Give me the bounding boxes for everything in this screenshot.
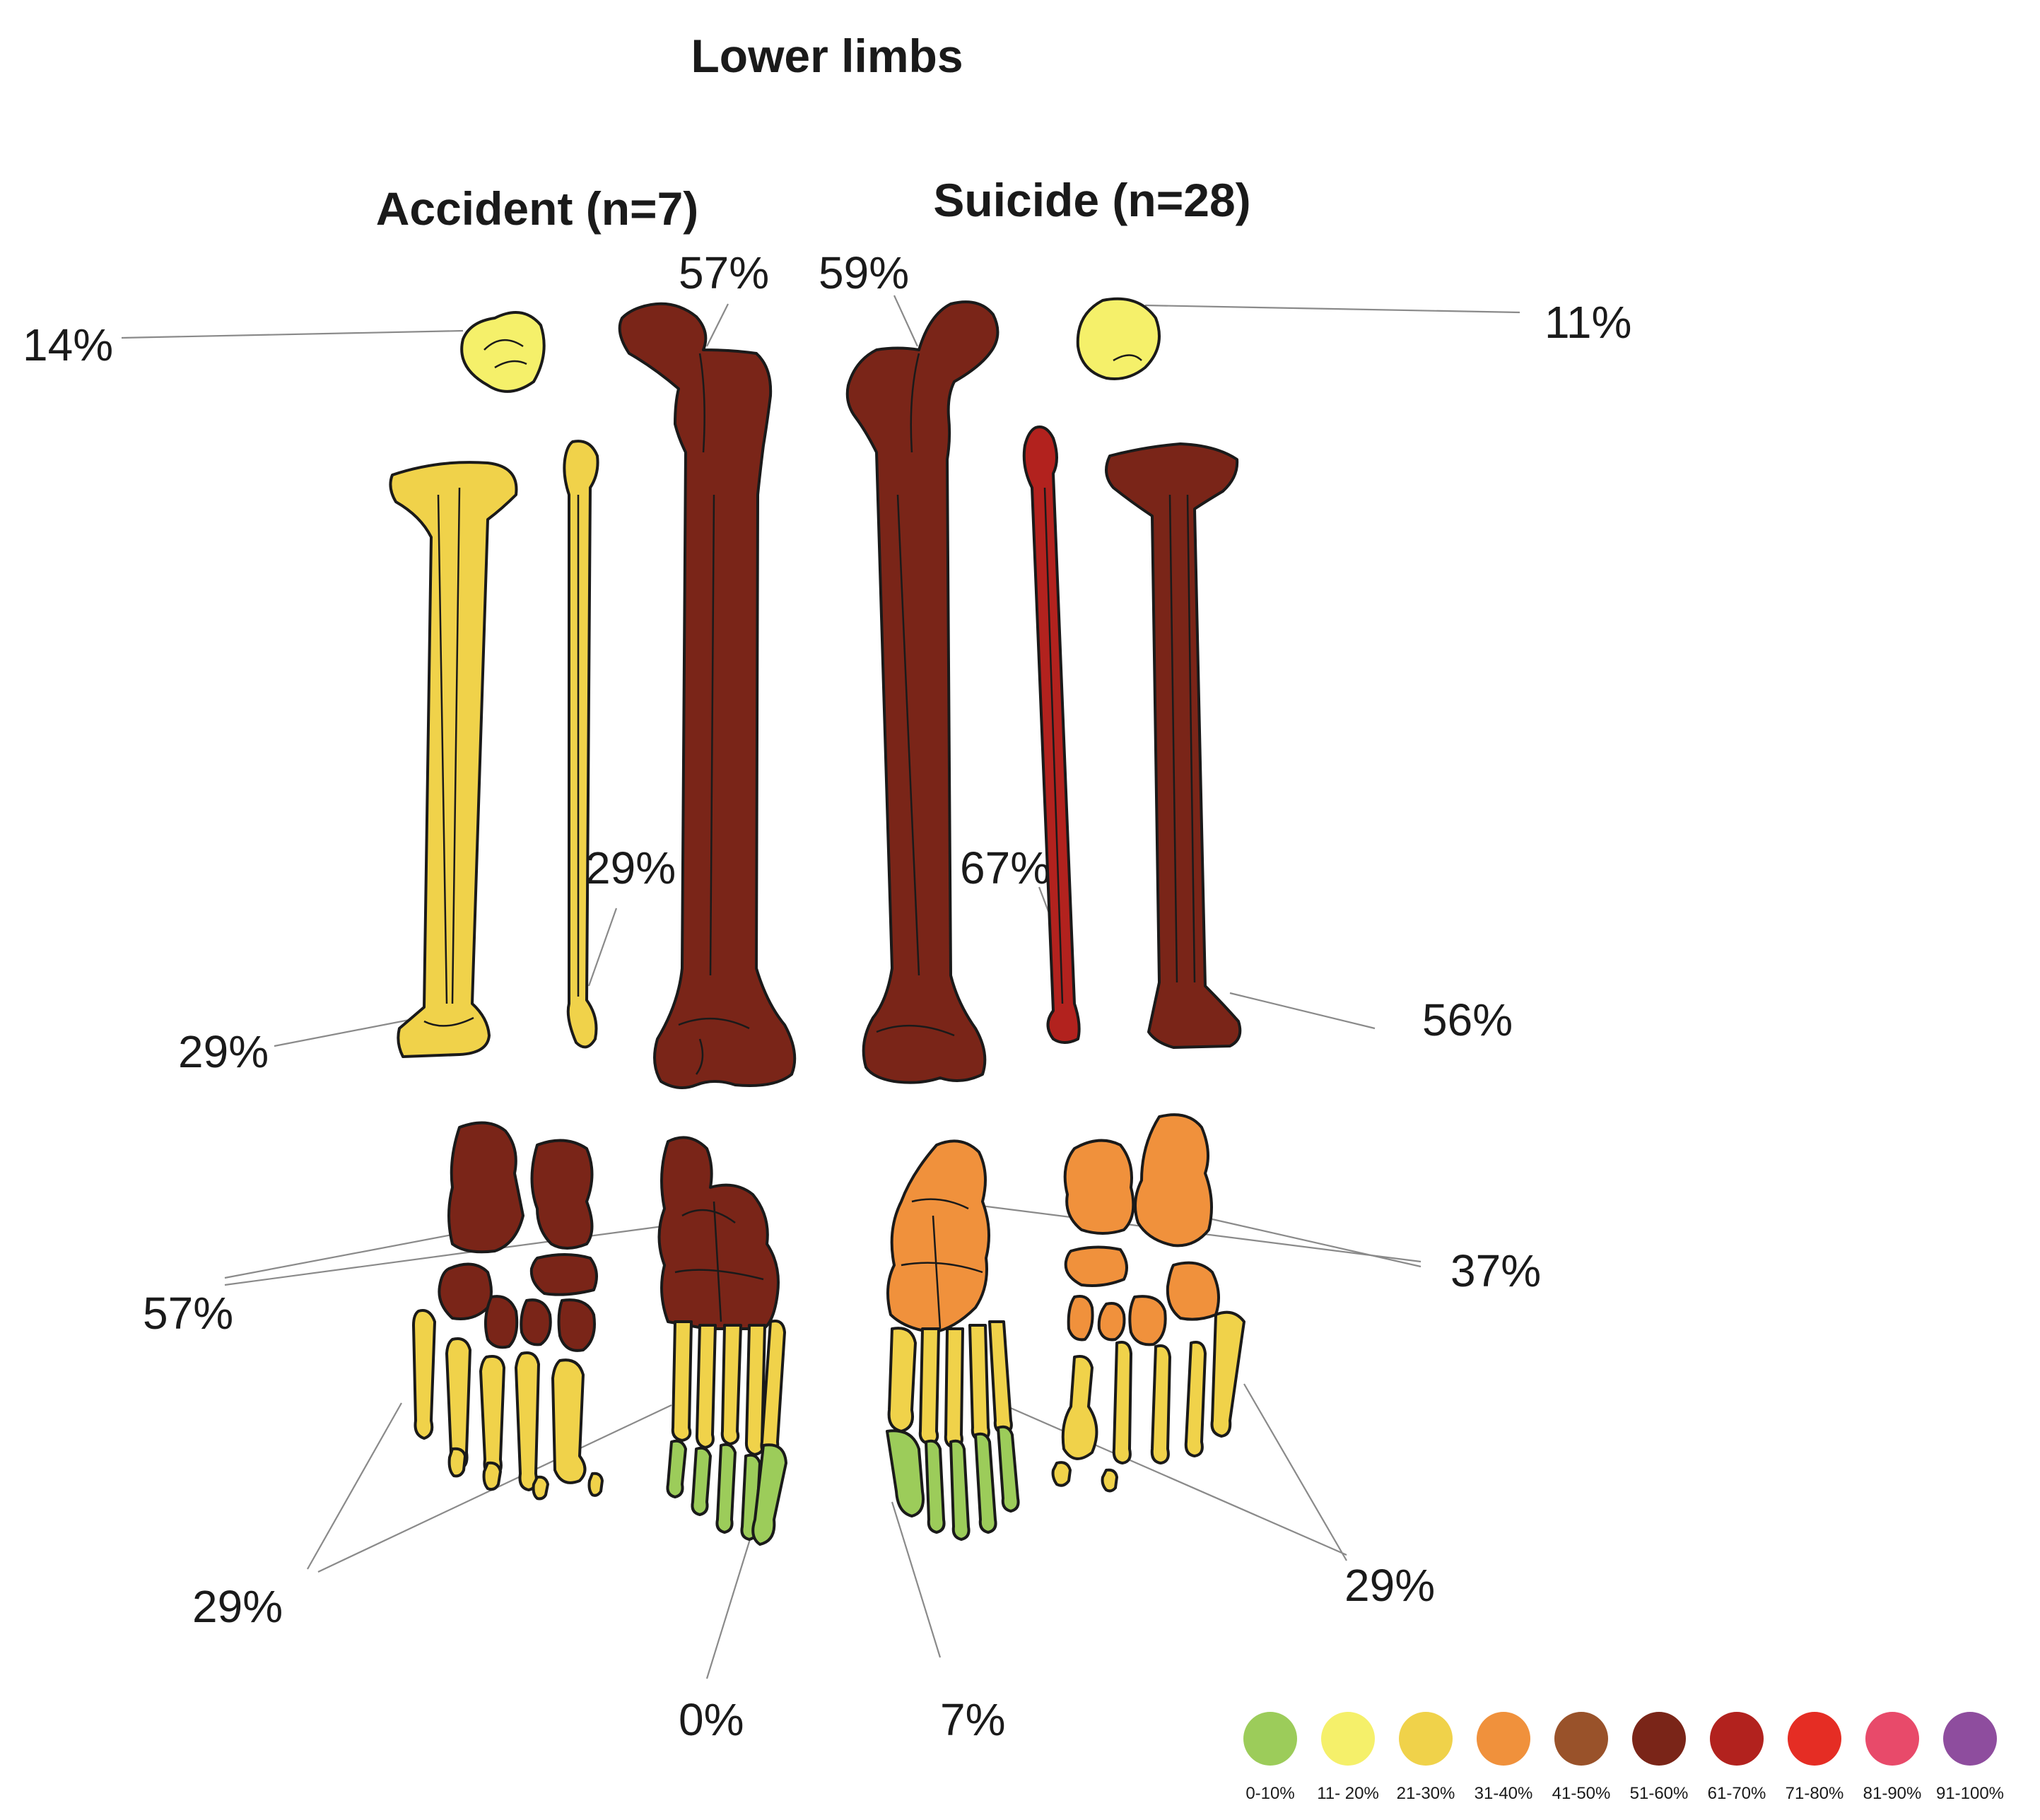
legend-label: 71-80% xyxy=(1786,1784,1844,1803)
sui-left-metatarsals xyxy=(887,1320,1013,1449)
acc-fibula-bone xyxy=(563,440,599,1049)
acc-left-tarsals xyxy=(438,1121,598,1352)
group-title-accident: Accident (n=7) xyxy=(376,182,699,235)
sui-patella-bone xyxy=(1076,297,1161,380)
legend-swatch xyxy=(1554,1712,1608,1766)
pct-acc-femur: 57% xyxy=(679,247,769,298)
legend-swatch xyxy=(1632,1712,1686,1766)
leader-lines xyxy=(121,295,1520,1679)
acc-patella-bone xyxy=(460,311,546,393)
legend-swatch xyxy=(1321,1712,1375,1766)
pct-sui-tibia: 56% xyxy=(1422,994,1513,1045)
pct-acc-fibula: 29% xyxy=(585,843,676,893)
sui-left-phalanges xyxy=(886,1425,1020,1541)
legend-swatch xyxy=(1943,1712,1997,1766)
legend-label: 51-60% xyxy=(1630,1784,1689,1803)
legend-label: 91-100% xyxy=(1936,1784,2004,1803)
pct-sui-fibula: 67% xyxy=(960,843,1050,893)
legend-label: 81-90% xyxy=(1863,1784,1922,1803)
acc-left-metatarsals xyxy=(412,1309,604,1501)
acc-femur-bone xyxy=(618,302,797,1089)
pct-acc-phalanges: 0% xyxy=(679,1694,744,1745)
pct-acc-tibia: 29% xyxy=(178,1026,269,1077)
acc-right-tarsals xyxy=(657,1136,780,1330)
color-legend: 0-10% 11- 20% 21-30% 31-40% 41-50% 51-60% 61-7… xyxy=(1243,1712,2004,1803)
pct-sui-metatarsals: 29% xyxy=(1344,1560,1435,1611)
legend-label: 11- 20% xyxy=(1317,1784,1379,1803)
acc-tibia-bone xyxy=(389,461,518,1058)
legend-swatch xyxy=(1788,1712,1841,1766)
legend-label: 31-40% xyxy=(1475,1784,1533,1803)
sui-right-tarsals xyxy=(1063,1113,1220,1346)
pct-acc-tarsals: 57% xyxy=(143,1288,233,1339)
sui-right-metatarsals xyxy=(1051,1310,1245,1493)
sui-fibula-bone xyxy=(1022,425,1081,1044)
pct-sui-femur: 59% xyxy=(819,247,909,298)
pct-sui-phalanges: 7% xyxy=(940,1694,1006,1745)
figure-title: Lower limbs xyxy=(691,30,963,82)
legend-label: 0-10% xyxy=(1245,1784,1294,1803)
legend-swatch xyxy=(1865,1712,1919,1766)
pct-acc-patella: 14% xyxy=(23,319,113,370)
sui-femur-bone xyxy=(845,300,1000,1084)
sui-left-tarsals xyxy=(886,1139,990,1334)
pct-acc-metatarsals: 29% xyxy=(192,1581,283,1632)
percent-labels: 14% 57% 29% 29% 57% 29% 0% 59% 11% 67% 5… xyxy=(23,247,1631,1745)
legend-swatch xyxy=(1477,1712,1530,1766)
group-title-suicide: Suicide (n=28) xyxy=(933,174,1250,226)
legend-swatch xyxy=(1243,1712,1297,1766)
legend-label: 41-50% xyxy=(1552,1784,1611,1803)
legend-swatch xyxy=(1399,1712,1453,1766)
legend-label: 61-70% xyxy=(1708,1784,1766,1803)
suicide-skeleton xyxy=(845,297,1245,1541)
legend-swatch xyxy=(1710,1712,1764,1766)
pct-sui-tarsals: 37% xyxy=(1450,1245,1541,1296)
pct-sui-patella: 11% xyxy=(1544,297,1631,348)
accident-skeleton xyxy=(389,302,797,1546)
acc-right-metatarsals xyxy=(671,1320,786,1457)
acc-right-phalanges xyxy=(666,1439,787,1546)
legend-label: 21-30% xyxy=(1397,1784,1455,1803)
